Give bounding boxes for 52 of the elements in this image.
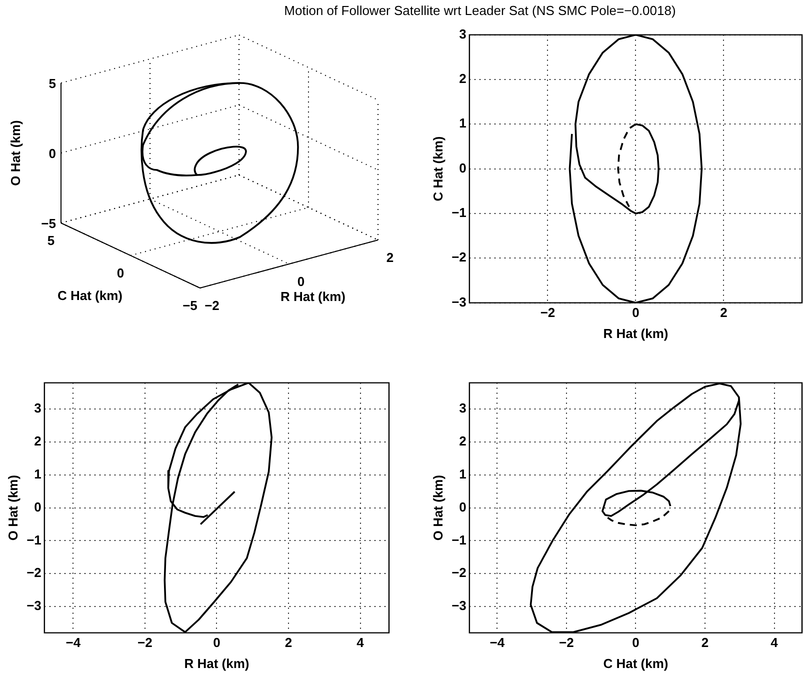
y-tick-label: 0 — [459, 160, 466, 176]
x-tick-label: −2 — [559, 635, 574, 650]
text: 0 — [297, 274, 305, 289]
y-tick-label: −1 — [26, 532, 42, 548]
text: Motion of Follower Satellite wrt Leader Sat (NS SMC Pole=−0.0018) — [283, 3, 677, 18]
x-tick-label: 0 — [213, 635, 220, 650]
x-axis-title: R Hat (km) — [184, 656, 250, 671]
x-tick-label: 2 — [284, 635, 292, 650]
x-tick-label: 2 — [701, 635, 709, 650]
x-tick-label: 0 — [632, 635, 640, 650]
y-tick-label: −3 — [452, 294, 466, 310]
text: 0 — [116, 266, 124, 280]
x-axis-title: C Hat (km) — [603, 656, 668, 671]
text: 2 — [386, 250, 394, 265]
y-tick-label: −3 — [452, 598, 466, 614]
y-axis-title: O Hat (km) — [5, 474, 20, 541]
x-tick-label: 0 — [632, 305, 640, 320]
text: C Hat (km) — [57, 288, 123, 303]
x-tick-label: 4 — [770, 635, 779, 650]
y-tick-label: −2 — [452, 565, 466, 580]
y-tick-label: 2 — [459, 71, 466, 86]
y-tick-label: −2 — [26, 565, 42, 580]
y-axis-title: O Hat (km) — [430, 474, 446, 541]
y-tick-label: −1 — [452, 532, 466, 548]
y-tick-label: 0 — [459, 499, 466, 514]
x-tick-label: −4 — [490, 635, 506, 650]
x-tick-label: 2 — [720, 305, 728, 320]
y-tick-label: 3 — [459, 26, 466, 42]
x-axis-title: R Hat (km) — [603, 326, 668, 341]
y-tick-label: −1 — [452, 205, 466, 220]
text: 0 — [48, 146, 56, 161]
y-tick-label: 1 — [459, 466, 466, 482]
y-tick-label: 3 — [459, 400, 466, 416]
text: R Hat (km) — [280, 289, 346, 304]
text: −5 — [182, 298, 198, 313]
x-tick-label: −2 — [138, 635, 152, 650]
y-tick-label: 2 — [34, 434, 42, 449]
y-tick-label: −3 — [26, 598, 42, 614]
y-tick-label: 2 — [459, 434, 466, 449]
text: O Hat (km) — [8, 120, 23, 186]
y-tick-label: 1 — [459, 116, 466, 131]
y-axis-title: C Hat (km) — [430, 136, 446, 202]
text: −5 — [41, 216, 56, 231]
y-tick-label: 3 — [34, 400, 42, 416]
x-tick-label: −4 — [66, 635, 82, 650]
y-tick-label: 0 — [34, 499, 42, 514]
y-tick-label: −2 — [452, 250, 466, 265]
text: 5 — [47, 233, 55, 248]
x-tick-label: 4 — [356, 635, 365, 650]
x-tick-label: −2 — [540, 305, 556, 320]
text: 5 — [48, 76, 56, 91]
y-tick-label: 1 — [34, 466, 42, 482]
